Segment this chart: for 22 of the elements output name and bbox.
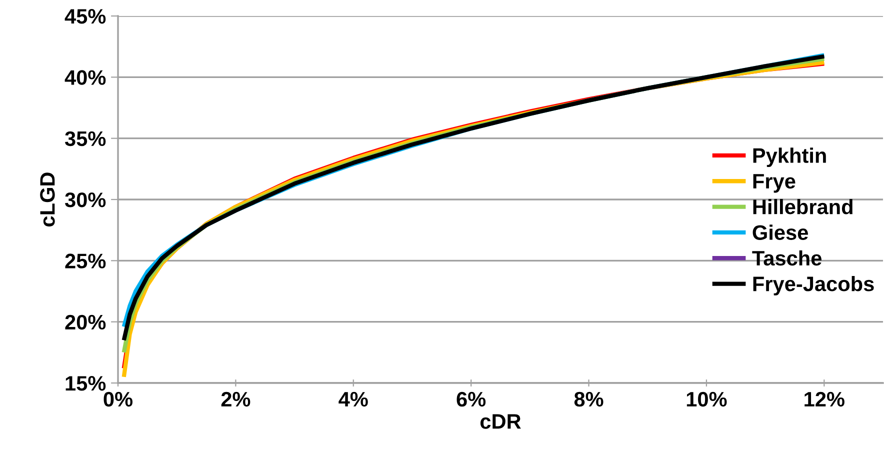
x-tick-label: 2% <box>221 392 250 407</box>
x-tick-label: 12% <box>804 392 844 407</box>
y-tick-label: 40% <box>64 70 106 85</box>
legend-label: Pykhtin <box>753 148 826 168</box>
x-axis-title: cDR <box>480 414 521 429</box>
y-tick-label: 20% <box>65 314 106 330</box>
x-tick-label: 10% <box>686 392 727 407</box>
y-tick-label: 15% <box>66 376 106 391</box>
legend-label: Hillebrand <box>753 198 852 214</box>
x-tick-label: 4% <box>338 392 368 407</box>
y-tick-label: 25% <box>65 254 106 268</box>
x-tick-label: 0% <box>104 392 133 407</box>
legend-label: Frye-Jacobs <box>753 276 874 296</box>
y-tick-label: 30% <box>64 192 106 208</box>
y-axis-title: cLGD <box>40 172 55 226</box>
legend-label: Tasche <box>752 250 822 266</box>
legend-label: Frye <box>753 174 796 193</box>
y-tick-label: 45% <box>64 9 106 24</box>
legend-label: Giese <box>752 224 808 240</box>
x-tick-label: 8% <box>574 392 604 407</box>
x-tick-label: 6% <box>456 392 486 407</box>
y-tick-label: 35% <box>64 131 106 146</box>
